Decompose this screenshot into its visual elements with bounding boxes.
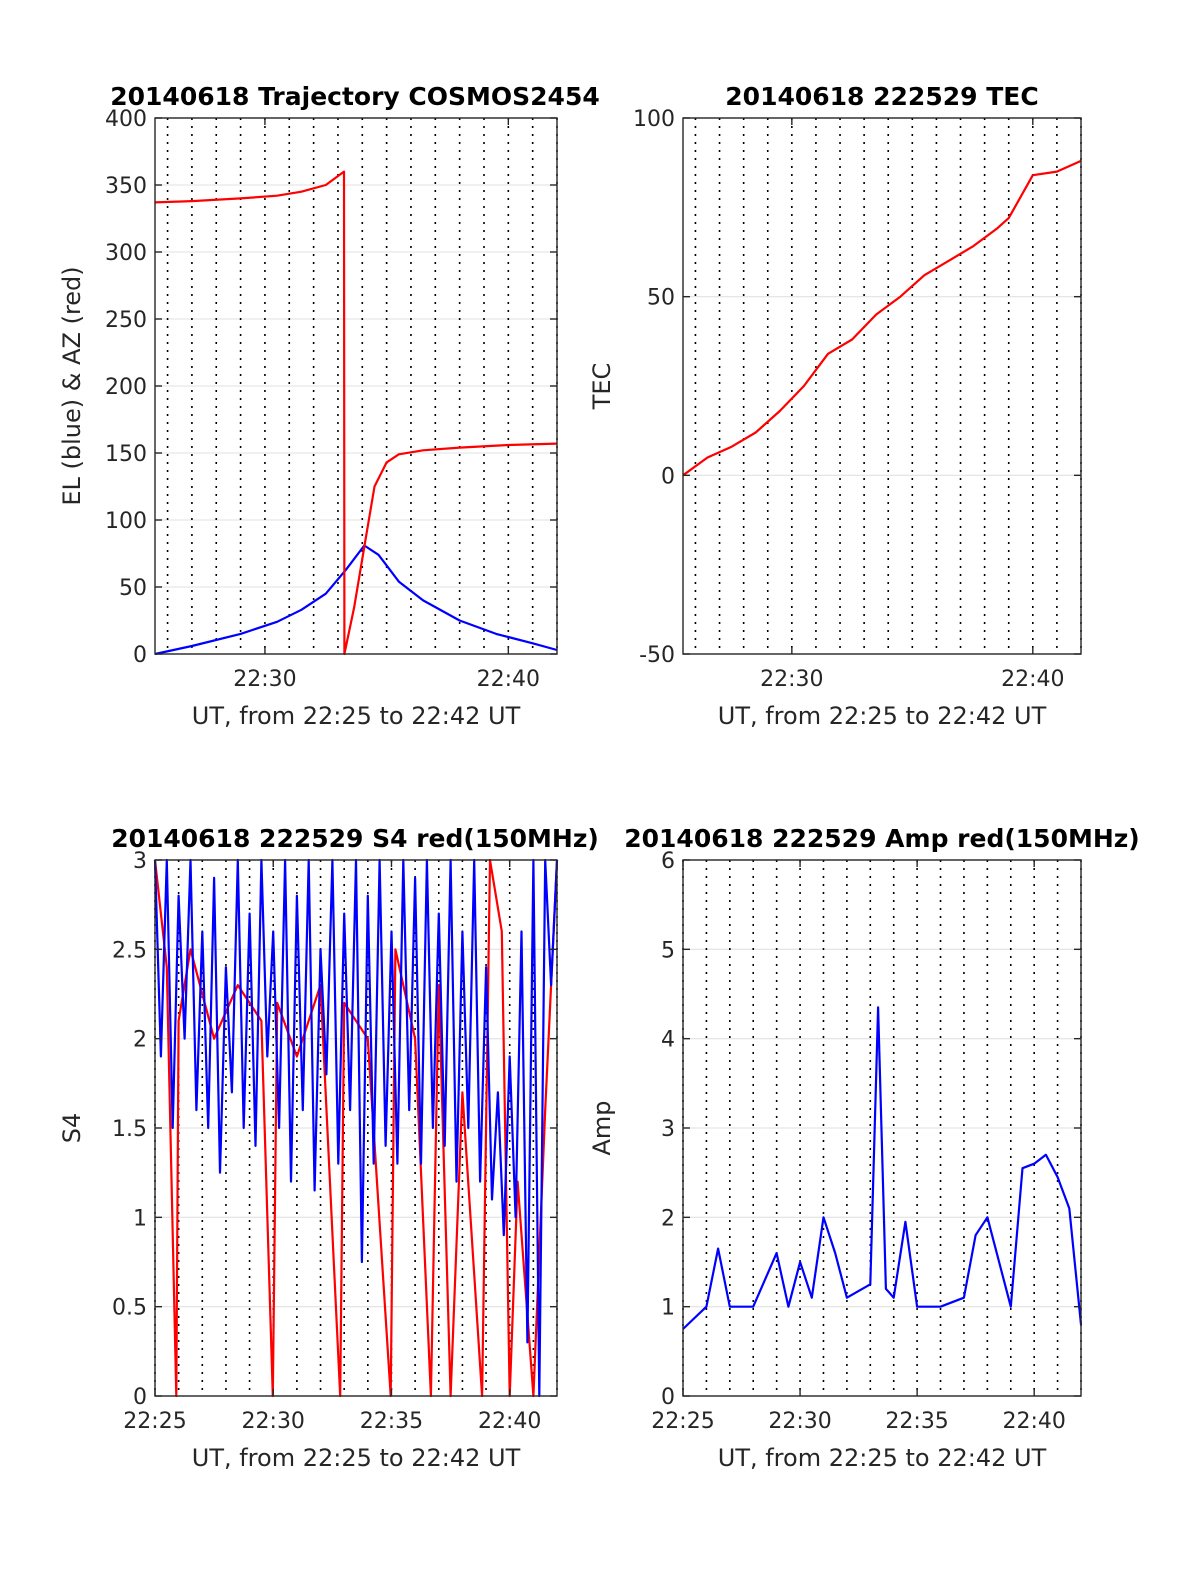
y-tick-label: 1	[133, 1206, 147, 1231]
x-tick-label: 22:30	[768, 1409, 831, 1434]
chart-title: 20140618 Trajectory COSMOS2454	[110, 82, 600, 111]
y-tick-label: 0.5	[112, 1296, 147, 1321]
y-tick-label: 0	[661, 464, 675, 489]
y-tick-label: 5	[661, 938, 675, 963]
chart-2: -50 0 50 100 22:30 22:40 20140618 222529 TEC UT…	[588, 82, 1082, 730]
plot-area	[683, 118, 1081, 654]
x-tick-label: 22:40	[1001, 667, 1064, 692]
y-axis-label: TEC	[588, 363, 616, 411]
y-tick-label: 200	[105, 375, 147, 400]
x-tick-label: 22:30	[242, 1409, 305, 1434]
series-line-2	[154, 170, 558, 656]
x-tick-label: 22:35	[360, 1409, 423, 1434]
y-tick-label: 6	[661, 849, 675, 874]
y-tick-label: 400	[105, 107, 147, 132]
y-tick-label: 2.5	[112, 938, 147, 963]
y-tick-label: 1	[661, 1296, 675, 1321]
y-axis-label: Amp	[588, 1100, 616, 1155]
x-tick-label: 22:25	[123, 1409, 186, 1434]
y-tick-label: 3	[133, 849, 147, 874]
y-axis-label: S4	[58, 1113, 86, 1144]
x-tick-label: 22:35	[885, 1409, 948, 1434]
chart-1: 0 50 100 150 200 250 300 350 400 22:30 22:40 201406…	[58, 82, 600, 730]
series-line-1	[682, 1006, 1083, 1330]
x-axis-label: UT, from 22:25 to 22:42 UT	[718, 702, 1047, 730]
x-tick-label: 22:30	[233, 667, 296, 692]
y-tick-label: 2	[133, 1028, 147, 1053]
y-tick-label: 250	[105, 308, 147, 333]
y-tick-label: 50	[647, 286, 675, 311]
x-tick-label: 22:40	[1002, 1409, 1065, 1434]
y-tick-label: 150	[105, 442, 147, 467]
x-axis-label: UT, from 22:25 to 22:42 UT	[718, 1444, 1047, 1472]
x-tick-label: 22:40	[477, 667, 540, 692]
y-tick-label: 300	[105, 241, 147, 266]
y-tick-label: 2	[661, 1206, 675, 1231]
y-tick-label: 50	[119, 576, 147, 601]
y-tick-label: 3	[661, 1117, 675, 1142]
y-tick-label: -50	[639, 643, 675, 668]
y-tick-label: 0	[133, 643, 147, 668]
y-tick-label: 0	[133, 1385, 147, 1410]
y-tick-label: 1.5	[112, 1117, 147, 1142]
x-tick-label: 22:25	[651, 1409, 714, 1434]
chart-title: 20140618 222529 TEC	[725, 82, 1038, 111]
x-axis-label: UT, from 22:25 to 22:42 UT	[192, 1444, 521, 1472]
axes-frame	[682, 117, 1082, 655]
y-tick-label: 100	[105, 509, 147, 534]
chart-title: 20140618 222529 Amp red(150MHz)	[624, 824, 1140, 853]
y-tick-label: 0	[661, 1385, 675, 1410]
chart-4: 0 1 2 3 4 5 6 22:25 22:30 22:35 22:40 20140618 2225…	[588, 824, 1140, 1472]
chart-title: 20140618 222529 S4 red(150MHz)	[111, 824, 599, 853]
y-tick-label: 350	[105, 174, 147, 199]
y-axis-label: EL (blue) & AZ (red)	[58, 266, 86, 505]
x-tick-label: 22:30	[760, 667, 823, 692]
y-tick-label: 100	[633, 107, 675, 132]
x-axis-label: UT, from 22:25 to 22:42 UT	[192, 702, 521, 730]
chart-3: 0 0.5 1 1.5 2 2.5 3 22:25 22:30 22:35 22:40 2014061…	[58, 824, 599, 1472]
y-tick-label: 4	[661, 1028, 675, 1053]
series-line-1	[682, 159, 1082, 477]
x-tick-label: 22:40	[478, 1409, 541, 1434]
